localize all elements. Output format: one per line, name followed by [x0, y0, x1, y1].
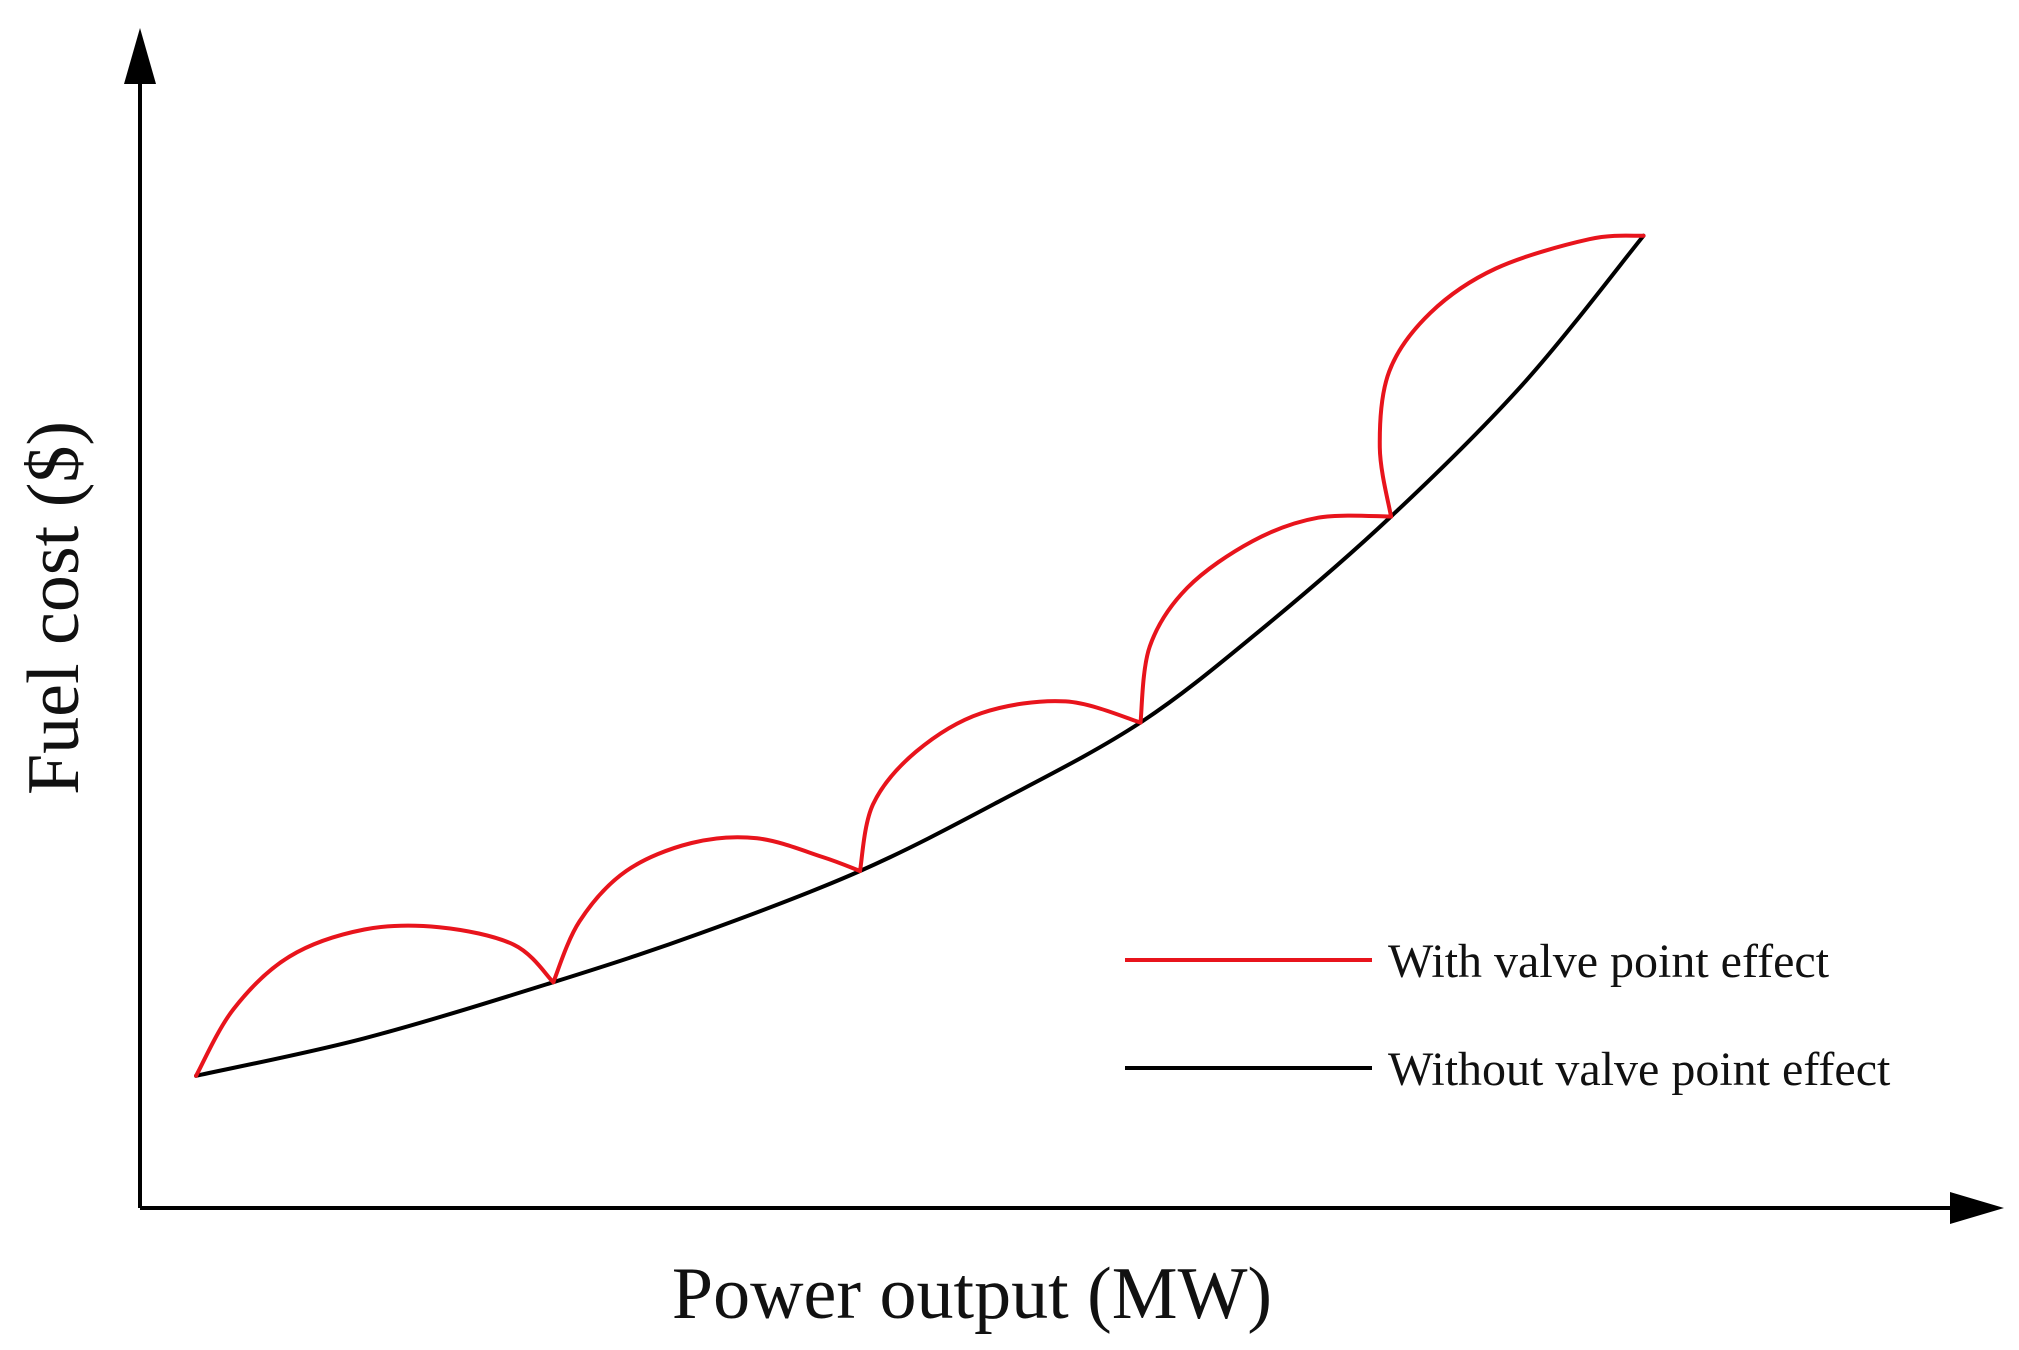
y-axis-title: Fuel cost ($) — [13, 421, 95, 795]
x-axis-title: Power output (MW) — [672, 1253, 1272, 1335]
legend-label-with-valve-point-effect: With valve point effect — [1388, 935, 1830, 988]
legend-label-without-valve-point-effect: Without valve point effect — [1388, 1043, 1891, 1096]
series-arc-with-valve-point-effect-3 — [858, 699, 1143, 873]
plot-area — [194, 233, 1646, 1078]
series-arc-with-valve-point-effect-2 — [551, 835, 862, 985]
series-line-without-valve-point-effect — [194, 233, 1646, 1078]
series-arc-with-valve-point-effect-4 — [1138, 513, 1393, 725]
y-axis-arrowhead — [124, 28, 156, 84]
series-arc-with-valve-point-effect-5 — [1377, 233, 1646, 519]
x-axis-arrowhead — [1950, 1192, 2004, 1224]
legend: With valve point effect Without valve po… — [1125, 935, 1891, 1096]
series-arc-with-valve-point-effect-1 — [194, 923, 556, 1078]
